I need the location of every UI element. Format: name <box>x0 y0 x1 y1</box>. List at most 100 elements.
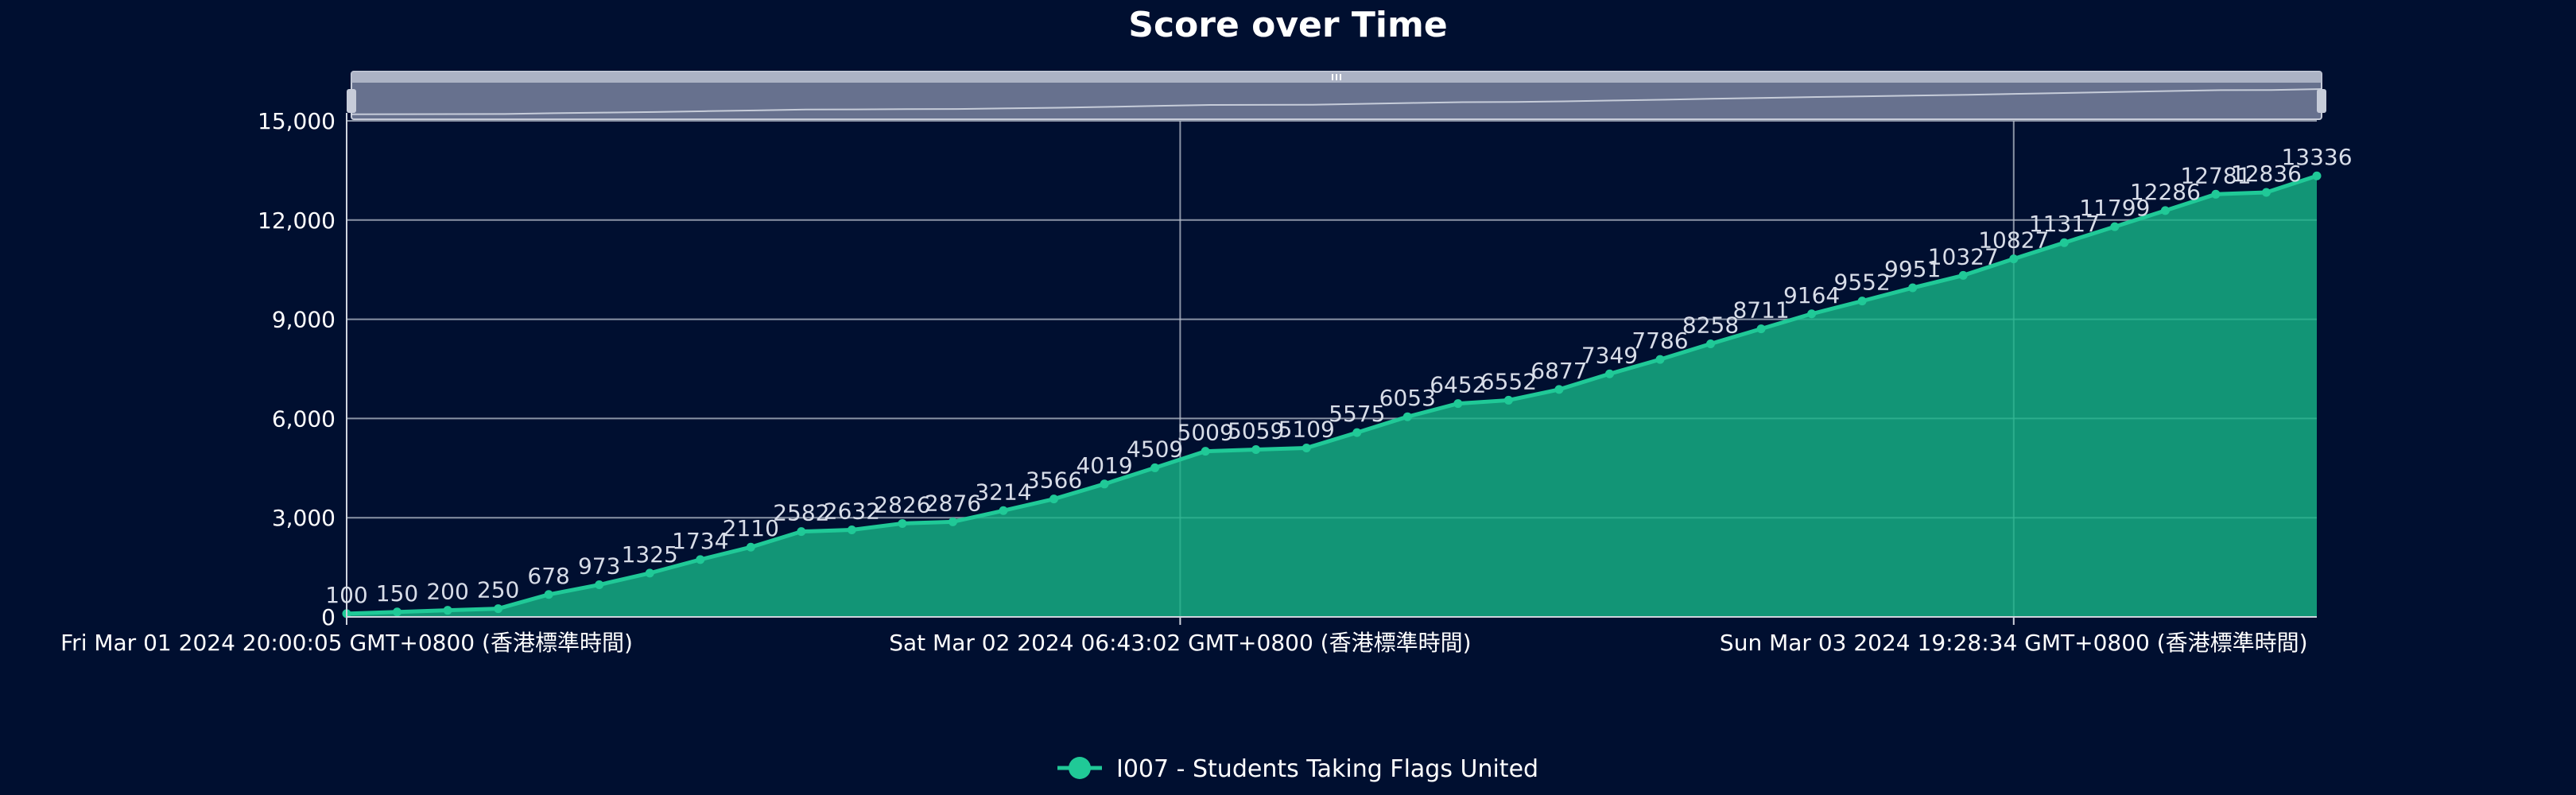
data-point[interactable] <box>1352 428 1362 437</box>
data-point[interactable] <box>2059 238 2069 247</box>
series-line <box>346 173 2318 616</box>
data-label: 200 <box>426 579 468 605</box>
chart-title: Score over Time <box>1128 5 1447 45</box>
data-point[interactable] <box>393 607 402 617</box>
data-point[interactable] <box>2211 189 2221 199</box>
data-label: 5575 <box>1329 401 1385 427</box>
data-label: 13336 <box>2281 144 2352 170</box>
data-label: 100 <box>325 582 367 608</box>
data-point[interactable] <box>999 506 1008 515</box>
data-point[interactable] <box>746 542 755 552</box>
data-point[interactable] <box>1503 395 1513 405</box>
data-point[interactable] <box>443 606 452 615</box>
data-point[interactable] <box>1706 339 1716 348</box>
data-label: 4019 <box>1076 452 1132 479</box>
data-label: 4509 <box>1127 436 1183 462</box>
y-tick-label: 0 <box>321 604 336 630</box>
data-point[interactable] <box>1554 385 1564 394</box>
data-point[interactable] <box>2160 206 2170 215</box>
data-point[interactable] <box>494 604 503 614</box>
x-tick-label: Sat Mar 02 2024 06:43:02 GMT+0800 (香港標準時… <box>889 630 1471 656</box>
data-point[interactable] <box>1100 479 1109 489</box>
data-point[interactable] <box>2312 171 2322 180</box>
axes: 0 3,000 6,000 9,000 12,000 15,000 Fri Mar 01 2… <box>60 108 2317 656</box>
data-label: 6053 <box>1379 385 1436 411</box>
zoom-slider-right-handle[interactable] <box>2317 89 2326 113</box>
legend-marker-icon <box>1069 757 1091 779</box>
data-point[interactable] <box>1958 270 1968 280</box>
zoom-slider-left-handle[interactable] <box>347 89 356 113</box>
data-label: 10327 <box>1928 243 1999 270</box>
data-label: 12286 <box>2130 179 2201 205</box>
data-label: 5009 <box>1177 420 1234 446</box>
data-label: 12781 <box>2180 162 2251 188</box>
data-point[interactable] <box>1655 355 1665 364</box>
data-label: 2826 <box>874 491 930 518</box>
data-label: 9552 <box>1834 270 1891 296</box>
data-point[interactable] <box>1756 324 1766 334</box>
data-label: 8711 <box>1732 297 1789 324</box>
data-label: 9164 <box>1783 282 1840 308</box>
data-label: 3214 <box>975 479 1031 505</box>
data-label: 3566 <box>1026 467 1082 494</box>
data-label: 11799 <box>2079 195 2150 221</box>
data-point[interactable] <box>2009 254 2019 264</box>
data-point[interactable] <box>1604 369 1614 378</box>
data-point[interactable] <box>1857 297 1867 306</box>
data-point[interactable] <box>2110 222 2120 231</box>
data-point[interactable] <box>1908 283 1918 293</box>
data-label: 678 <box>527 563 569 589</box>
data-point[interactable] <box>797 527 806 537</box>
y-tick-label: 3,000 <box>272 505 336 531</box>
data-label: 10827 <box>1978 227 2049 254</box>
data-point[interactable] <box>1807 309 1817 319</box>
y-tick-label: 6,000 <box>272 405 336 432</box>
data-point[interactable] <box>1402 412 1412 421</box>
data-point[interactable] <box>645 568 654 578</box>
zoom-slider[interactable] <box>347 71 2326 120</box>
x-tick-label: Sun Mar 03 2024 19:28:34 GMT+0800 (香港標準時… <box>1720 630 2308 656</box>
data-point[interactable] <box>1150 463 1160 472</box>
data-label: 5059 <box>1228 418 1284 444</box>
y-tick-label: 12,000 <box>258 207 336 234</box>
data-label: 7786 <box>1631 328 1688 354</box>
data-point[interactable] <box>948 517 957 526</box>
zoom-slider-preview-line <box>351 87 2322 115</box>
data-point[interactable] <box>1302 443 1311 452</box>
legend[interactable]: I007 - Students Taking Flags United <box>1057 755 1538 783</box>
data-label: 2632 <box>824 498 880 525</box>
area-fill <box>347 176 2317 617</box>
data-label: 2582 <box>773 500 829 526</box>
data-point[interactable] <box>1453 399 1463 409</box>
data-point[interactable] <box>1201 447 1210 456</box>
data-label: 8258 <box>1682 312 1739 338</box>
y-tick-label: 15,000 <box>258 108 336 134</box>
data-point[interactable] <box>847 525 856 535</box>
y-tick-label: 9,000 <box>272 307 336 333</box>
data-label: 7349 <box>1581 342 1638 368</box>
data-label: 6452 <box>1430 372 1486 398</box>
area-series <box>342 171 2322 619</box>
data-label: 1734 <box>672 528 728 554</box>
data-label: 1325 <box>622 541 678 568</box>
data-point[interactable] <box>696 555 705 564</box>
data-label: 973 <box>578 553 620 580</box>
legend-label[interactable]: I007 - Students Taking Flags United <box>1116 755 1538 783</box>
data-label: 9951 <box>1884 256 1941 282</box>
data-label: 2876 <box>925 490 981 516</box>
data-label: 2110 <box>723 515 779 541</box>
data-label: 5109 <box>1278 416 1335 442</box>
data-label: 6877 <box>1530 358 1587 384</box>
data-point[interactable] <box>595 580 604 590</box>
data-label: 150 <box>376 580 418 607</box>
data-point[interactable] <box>2261 188 2271 197</box>
data-label: 12836 <box>2231 161 2302 187</box>
data-label: 6552 <box>1480 368 1537 394</box>
data-point[interactable] <box>544 590 553 599</box>
data-point[interactable] <box>1251 445 1261 455</box>
data-point[interactable] <box>1049 494 1059 504</box>
data-point[interactable] <box>898 518 907 528</box>
